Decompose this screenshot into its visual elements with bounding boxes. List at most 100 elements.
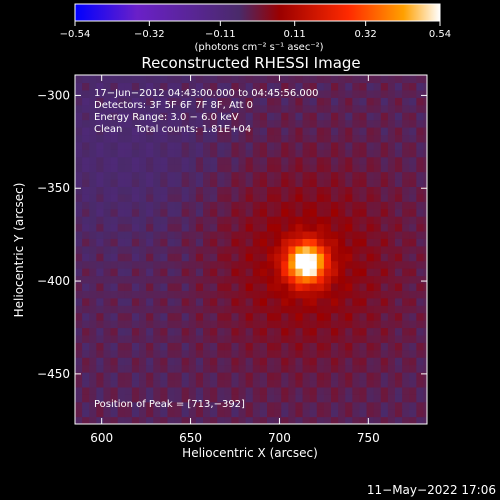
heatmap-cell	[103, 216, 112, 225]
heatmap-cell	[402, 82, 410, 91]
heatmap-cell	[75, 342, 83, 351]
heatmap-cell	[195, 312, 204, 321]
heatmap-cell	[323, 230, 332, 239]
heatmap-cell	[380, 82, 389, 91]
heatmap-cell	[316, 416, 325, 424]
heatmap-cell	[288, 193, 297, 202]
heatmap-cell	[409, 342, 417, 351]
heatmap-cell	[75, 75, 83, 84]
heatmap-cell	[309, 268, 318, 277]
heatmap-cell	[402, 394, 410, 403]
heatmap-cell	[359, 275, 368, 284]
heatmap-cell	[245, 372, 254, 381]
heatmap-cell	[395, 386, 403, 395]
heatmap-cell	[252, 104, 261, 113]
heatmap-cell	[203, 379, 211, 388]
heatmap-cell	[160, 342, 169, 351]
heatmap-cell	[181, 327, 190, 336]
heatmap-cell	[395, 201, 403, 210]
heatmap-cell	[252, 230, 261, 239]
heatmap-cell	[217, 134, 225, 143]
heatmap-cell	[416, 268, 425, 277]
heatmap-cell	[217, 245, 225, 254]
heatmap-cell	[423, 223, 427, 232]
heatmap-cell	[195, 260, 204, 269]
heatmap-cell	[96, 178, 105, 187]
heatmap-cell	[245, 334, 254, 343]
heatmap-cell	[89, 230, 97, 239]
heatmap-cell	[210, 290, 218, 299]
heatmap-cell	[259, 201, 268, 210]
heatmap-cell	[316, 104, 325, 113]
heatmap-cell	[195, 171, 204, 180]
heatmap-cell	[75, 401, 83, 410]
heatmap-cell	[103, 394, 112, 403]
heatmap-cell	[181, 126, 190, 136]
heatmap-cell	[338, 97, 346, 106]
heatmap-cell	[274, 104, 282, 113]
heatmap-cell	[231, 394, 240, 403]
heatmap-cell	[338, 230, 346, 239]
heatmap-cell	[139, 416, 147, 424]
heatmap-cell	[174, 379, 183, 388]
heatmap-cell	[423, 282, 427, 291]
heatmap-cell	[409, 409, 417, 418]
heatmap-cell	[181, 223, 190, 232]
heatmap-cell	[174, 282, 183, 291]
heatmap-cell	[188, 186, 197, 195]
heatmap-cell	[188, 305, 197, 314]
heatmap-cell	[345, 112, 353, 121]
heatmap-cell	[259, 149, 268, 158]
heatmap-cell	[316, 357, 325, 366]
heatmap-cell	[124, 208, 133, 217]
heatmap-cell	[238, 253, 247, 262]
heatmap-cell	[409, 216, 417, 225]
heatmap-cell	[174, 342, 183, 351]
heatmap-cell	[395, 238, 403, 247]
heatmap-cell	[153, 327, 161, 336]
heatmap-cell	[267, 223, 275, 232]
heatmap-cell	[416, 320, 425, 329]
heatmap-cell	[302, 238, 311, 247]
heatmap-cell	[402, 97, 410, 106]
heatmap-cell	[139, 379, 147, 388]
heatmap-cell	[224, 238, 233, 247]
heatmap-cell	[167, 342, 176, 351]
heatmap-cell	[366, 320, 375, 329]
heatmap-cell	[323, 290, 332, 299]
heatmap-cell	[288, 394, 297, 403]
heatmap-cell	[82, 275, 90, 284]
heatmap-cell	[274, 372, 282, 381]
heatmap-cell	[387, 268, 396, 277]
heatmap-cell	[153, 75, 161, 84]
heatmap-cell	[245, 201, 254, 210]
heatmap-cell	[288, 178, 297, 187]
heatmap-cell	[359, 141, 368, 150]
heatmap-cell	[160, 327, 169, 336]
heatmap-cell	[316, 201, 325, 210]
heatmap-cell	[288, 89, 297, 98]
heatmap-cell	[167, 409, 176, 418]
heatmap-cell	[352, 126, 361, 136]
heatmap-cell	[245, 364, 254, 373]
heatmap-cell	[174, 178, 183, 187]
heatmap-cell	[110, 216, 119, 225]
heatmap-cell	[82, 253, 90, 262]
heatmap-cell	[316, 401, 325, 410]
heatmap-cell	[153, 320, 161, 329]
heatmap-cell	[139, 342, 147, 351]
heatmap-cell	[195, 282, 204, 291]
heatmap-cell	[302, 223, 311, 232]
heatmap-cell	[224, 223, 233, 232]
heatmap-cell	[117, 178, 126, 187]
heatmap-cell	[302, 97, 311, 106]
heatmap-cell	[395, 409, 403, 418]
heatmap-cell	[188, 327, 197, 336]
heatmap-cell	[231, 238, 240, 247]
heatmap-cell	[174, 305, 183, 314]
heatmap-cell	[188, 89, 197, 98]
heatmap-cell	[117, 379, 126, 388]
heatmap-cell	[352, 178, 361, 187]
heatmap-cell	[174, 394, 183, 403]
heatmap-cell	[210, 268, 218, 277]
